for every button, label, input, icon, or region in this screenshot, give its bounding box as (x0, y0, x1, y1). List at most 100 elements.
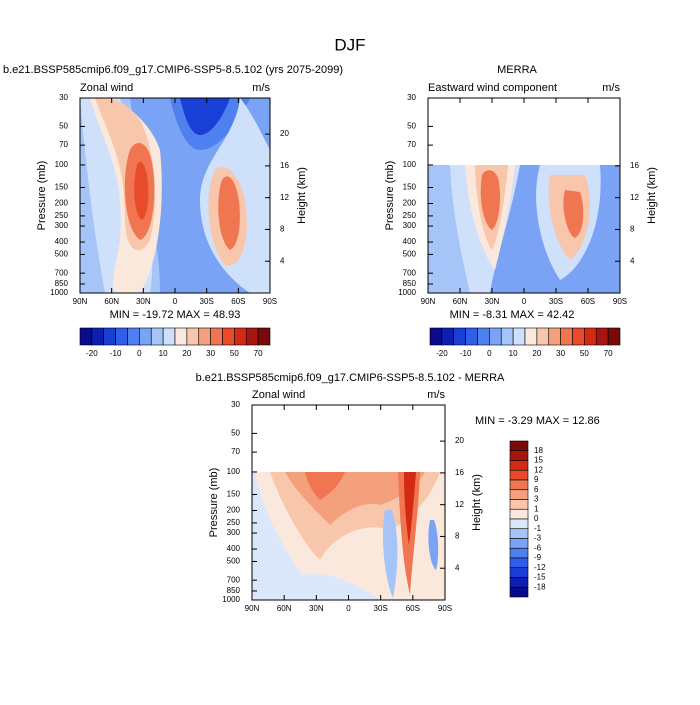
colorbar-box (536, 327, 550, 346)
x-tick-label: 90S (438, 604, 452, 613)
colorbar-box (79, 327, 93, 346)
x-tick-label: 30S (200, 297, 214, 306)
colorbar-label: -10 (460, 349, 472, 358)
colorbar-box (257, 327, 271, 346)
y-tick-label: 70 (59, 140, 68, 149)
y-tick-label: 400 (403, 237, 417, 246)
colorbar-label: -6 (534, 543, 542, 552)
x-tick-label: 60N (104, 297, 119, 306)
colorbar-label: 9 (534, 475, 539, 484)
colorbar-box (512, 327, 526, 346)
colorbar-label: 0 (137, 349, 142, 358)
colorbar-box (509, 567, 529, 578)
colorbar-label: 0 (487, 349, 492, 358)
y-tick-label: 200 (55, 199, 69, 208)
colorbar-label: 50 (580, 349, 589, 358)
x-tick-label: 90S (613, 297, 627, 306)
colorbar-label: 6 (534, 485, 539, 494)
y2-tick-label: 20 (455, 436, 464, 445)
y-tick-label: 850 (227, 586, 241, 595)
x-tick-label: 30S (374, 604, 388, 613)
y-tick-label: 50 (59, 122, 68, 131)
y-tick-label: 1000 (398, 288, 416, 297)
x-tick-label: 60S (406, 604, 420, 613)
y-tick-label: 200 (403, 199, 417, 208)
y-tick-label: 200 (227, 506, 241, 515)
colorbar-box (509, 586, 529, 598)
colorbar-label: 3 (534, 495, 539, 504)
y-tick-label: 1000 (50, 288, 68, 297)
colorbar-label: 15 (534, 456, 543, 465)
panel-stats: MIN = -8.31 MAX = 42.42 (450, 309, 575, 321)
colorbar-label: -12 (534, 563, 546, 572)
x-tick-label: 90N (421, 297, 436, 306)
x-tick-label: 30N (136, 297, 151, 306)
colorbar-box (509, 440, 529, 452)
y2-axis-label: Height (km) (296, 167, 308, 224)
y-tick-label: 250 (403, 211, 417, 220)
colorbar-box (509, 460, 529, 471)
y-axis-label: Pressure (mb) (36, 161, 48, 231)
panel-left-label: Eastward wind component (428, 82, 557, 94)
colorbar-box (162, 327, 176, 346)
colorbar-box (477, 327, 490, 346)
colorbar-label: -20 (86, 349, 98, 358)
y-tick-label: 850 (55, 279, 69, 288)
colorbar-label: 30 (556, 349, 565, 358)
colorbar-box (429, 327, 443, 346)
y2-tick-label: 8 (280, 225, 285, 234)
colorbar-label: -15 (534, 573, 546, 582)
colorbar-box (509, 518, 529, 530)
colorbar-box (509, 557, 529, 569)
colorbar-box (509, 547, 529, 559)
colorbar-box (572, 327, 585, 346)
y-tick-label: 700 (403, 268, 417, 277)
x-tick-label: 60N (277, 604, 292, 613)
colorbar-label: -9 (534, 553, 542, 562)
colorbar-box (103, 327, 116, 346)
x-tick-label: 30N (309, 604, 324, 613)
colorbar-box (174, 327, 188, 346)
y-tick-label: 850 (403, 279, 417, 288)
y-tick-label: 400 (227, 544, 241, 553)
y-tick-label: 300 (227, 528, 241, 537)
colorbar-box (127, 327, 140, 346)
colorbar-label: 50 (230, 349, 239, 358)
colorbar-box (584, 327, 597, 346)
y-tick-label: 150 (55, 183, 69, 192)
colorbar-box (560, 327, 573, 346)
y2-tick-label: 16 (630, 161, 639, 170)
y-tick-label: 70 (407, 140, 416, 149)
x-tick-label: 0 (522, 297, 527, 306)
panel-left-label: Zonal wind (252, 389, 305, 401)
colorbar-box (509, 489, 529, 500)
y-tick-label: 50 (407, 122, 416, 131)
y2-tick-label: 12 (280, 193, 289, 202)
y-tick-label: 500 (55, 250, 69, 259)
colorbar-box (150, 327, 164, 346)
x-tick-label: 30S (549, 297, 563, 306)
y-tick-label: 50 (231, 429, 240, 438)
colorbar-label: 70 (254, 349, 263, 358)
y-tick-label: 300 (403, 221, 417, 230)
y2-axis-label: Height (km) (471, 474, 483, 531)
contour-field (428, 165, 620, 293)
colorbar-box (509, 577, 529, 588)
x-tick-label: 0 (173, 297, 178, 306)
colorbar-label: -3 (534, 534, 542, 543)
colorbar-label: 0 (534, 514, 539, 523)
colorbar-label: 10 (509, 349, 518, 358)
colorbar-box (509, 469, 529, 481)
y2-tick-label: 8 (455, 532, 460, 541)
panel-right-label: m/s (602, 82, 620, 94)
colorbar-box (186, 327, 200, 346)
x-tick-label: 60S (581, 297, 595, 306)
colorbar-label: 20 (532, 349, 541, 358)
colorbar-box (453, 327, 466, 346)
y-tick-label: 250 (227, 518, 241, 527)
y-tick-label: 30 (407, 93, 416, 102)
colorbar-label: -20 (436, 349, 448, 358)
y-tick-label: 300 (55, 221, 69, 230)
y2-tick-label: 16 (280, 161, 289, 170)
